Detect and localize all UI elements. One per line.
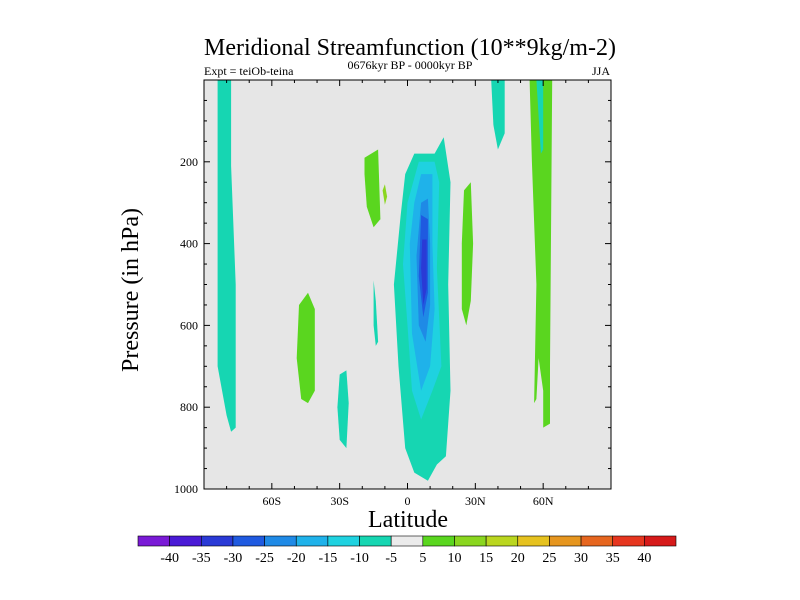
colorbar-swatch: [549, 535, 582, 547]
colorbar-swatch: [169, 535, 202, 547]
x-tick-label: 60N: [533, 494, 554, 508]
x-tick-label: 60S: [262, 494, 281, 508]
colorbar-label: 15: [479, 551, 493, 566]
subtitle-center: 0676kyr BP - 0000kyr BP: [348, 58, 473, 72]
colorbar-swatch: [295, 535, 329, 547]
y-tick-label: 800: [180, 400, 198, 414]
colorbar-label: -5: [385, 551, 397, 566]
colorbar-swatch: [644, 535, 677, 547]
chart-title: Meridional Streamfunction (10**9kg/m-2): [204, 35, 616, 61]
x-axis-label: Latitude: [368, 507, 448, 533]
y-axis-ticks: 200 400 600 800 1000: [174, 79, 611, 496]
colorbar-label: -35: [192, 551, 211, 566]
colorbar-label: 5: [419, 551, 426, 566]
y-axis-label: Pressure (in hPa): [118, 208, 144, 372]
colorbar-label: -10: [350, 551, 369, 566]
y-tick-label: 1000: [174, 482, 198, 496]
colorbar-label: 25: [542, 551, 556, 566]
colorbar: [137, 535, 677, 547]
colorbar-label: -20: [287, 551, 306, 566]
colorbar-label: 40: [637, 551, 651, 566]
contour-regions: [217, 80, 553, 481]
contour-region-nh-subtropical-positive: [461, 182, 474, 326]
colorbar-label: -40: [160, 551, 179, 566]
colorbar-label: 20: [511, 551, 525, 566]
colorbar-label: -25: [255, 551, 274, 566]
contour-region-nh-midlat-band: [491, 80, 505, 150]
y-tick-label: 600: [180, 318, 198, 332]
contour-region-nh-high-lat-positive: [529, 80, 553, 428]
subtitle-left: Expt = teiOb-teina: [204, 64, 294, 78]
colorbar-label: 10: [447, 551, 461, 566]
colorbar-swatch: [422, 535, 455, 547]
colorbar-swatch: [612, 535, 645, 547]
y-tick-label: 200: [180, 155, 198, 169]
contour-region-tropical-upper-positive: [364, 149, 381, 228]
colorbar-label: -15: [319, 551, 338, 566]
colorbar-labels: -40 -35 -30 -25 -20 -15 -10 -5 5 10 15 20 25 30 35 40: [160, 551, 651, 566]
contour-region-sh-subtropical-small: [337, 370, 349, 449]
subtitle-right: JJA: [592, 64, 610, 78]
colorbar-swatch: [137, 535, 170, 547]
y-tick-label: 400: [180, 237, 198, 251]
colorbar-label: -30: [224, 551, 243, 566]
colorbar-swatch: [454, 535, 487, 547]
colorbar-swatch: [485, 535, 519, 547]
contour-region-sh-high-lat-band: [217, 80, 236, 432]
x-tick-label: 0: [405, 494, 411, 508]
colorbar-label: 30: [574, 551, 588, 566]
colorbar-swatch: [264, 535, 297, 547]
contour-region-sh-thin-sliver: [373, 280, 379, 346]
contour-region-hadley-cell-core: [421, 239, 427, 305]
contour-region-sh-midlat-positive: [296, 292, 315, 404]
colorbar-label: 35: [606, 551, 620, 566]
colorbar-swatch: [390, 535, 424, 547]
contour-region-nh-high-lat-core: [536, 80, 544, 154]
contour-region-tropical-positive-spot: [382, 184, 388, 205]
colorbar-swatch: [359, 535, 392, 547]
colorbar-swatch: [580, 535, 614, 547]
colorbar-swatch: [517, 535, 550, 547]
x-tick-label: 30N: [465, 494, 486, 508]
x-axis-ticks: 60S 30S 0 30N 60N: [203, 80, 612, 508]
colorbar-swatch: [232, 535, 265, 547]
colorbar-swatch: [200, 535, 234, 547]
x-tick-label: 30S: [330, 494, 349, 508]
colorbar-swatch: [327, 535, 360, 547]
